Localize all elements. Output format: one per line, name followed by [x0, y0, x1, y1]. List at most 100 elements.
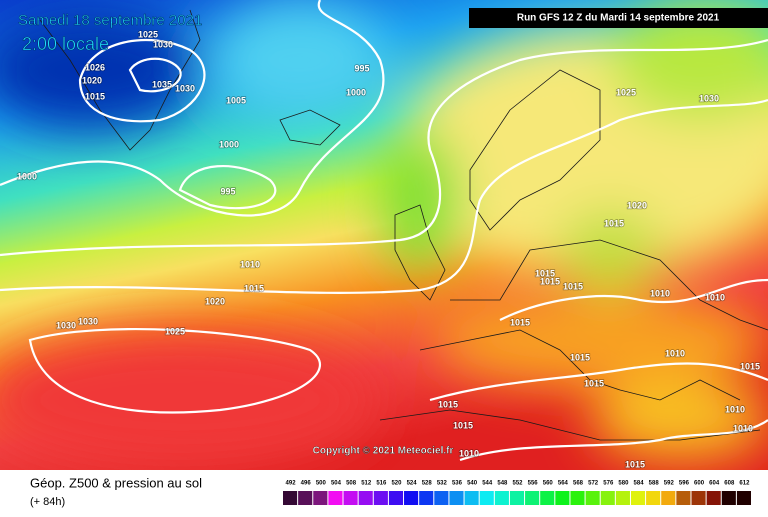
- scale-swatch: [404, 491, 419, 505]
- scale-label: 584: [634, 481, 645, 487]
- scale-swatch: [494, 491, 509, 505]
- scale-swatch: [373, 491, 388, 505]
- isobar-label: 1030: [153, 39, 173, 49]
- isobar-label: 1015: [540, 276, 560, 286]
- scale-swatch: [585, 491, 600, 505]
- scale-swatch: [540, 491, 555, 505]
- scale-label: 492: [286, 481, 297, 487]
- scale-swatch: [736, 491, 751, 505]
- isobar-label: 1020: [205, 296, 225, 306]
- footer-lead: (+ 84h): [30, 496, 65, 508]
- isobar-label: 1025: [138, 29, 158, 39]
- isobar-label: 1020: [82, 75, 102, 85]
- isobar-label: 1015: [740, 361, 760, 371]
- scale-swatch: [706, 491, 721, 505]
- isobar-label: 1010: [733, 423, 753, 433]
- scale-label: 528: [422, 481, 433, 487]
- scale-swatch: [615, 491, 630, 505]
- scale-swatch: [479, 491, 494, 505]
- scale-swatch: [419, 491, 434, 505]
- scale-label: 576: [603, 481, 614, 487]
- scale-swatch: [691, 491, 706, 505]
- scale-swatch: [328, 491, 343, 505]
- isobar-label: 995: [354, 63, 369, 73]
- copyright: Copyright © 2021 Meteociel.fr: [313, 446, 454, 457]
- scale-swatch: [555, 491, 570, 505]
- scale-label: 596: [679, 481, 690, 487]
- isobar-label: 1015: [625, 459, 645, 469]
- scale-label: 560: [543, 481, 554, 487]
- scale-label: 516: [376, 481, 387, 487]
- scale-label: 600: [694, 481, 705, 487]
- isobar-label: 1015: [563, 281, 583, 291]
- scale-swatch: [298, 491, 313, 505]
- scale-swatch: [283, 491, 298, 505]
- run-box: [469, 8, 768, 28]
- footer-title: Géop. Z500 & pression au sol: [30, 475, 202, 490]
- scale-label: 512: [361, 481, 372, 487]
- scale-label: 504: [331, 481, 342, 487]
- scale-label: 604: [709, 481, 720, 487]
- scale-label: 564: [558, 481, 569, 487]
- scale-label: 556: [528, 481, 539, 487]
- scale-swatch: [358, 491, 373, 505]
- scale-swatch: [449, 491, 464, 505]
- scale-label: 612: [739, 481, 750, 487]
- scale-swatch: [509, 491, 525, 505]
- time: 2:00 locale: [22, 34, 109, 54]
- scale-label: 552: [512, 481, 523, 487]
- isobar-label: 1030: [175, 83, 195, 93]
- scale-label: 540: [467, 481, 478, 487]
- isobar-label: 1000: [17, 171, 37, 181]
- scale-label: 568: [573, 481, 584, 487]
- scale-label: 580: [618, 481, 629, 487]
- isobar-label: 1030: [78, 316, 98, 326]
- isobar-label: 1005: [226, 95, 246, 105]
- scale-swatch: [434, 491, 449, 505]
- isobars: [0, 0, 768, 460]
- scale-swatch: [661, 491, 676, 505]
- isobar-label: 1025: [165, 326, 185, 336]
- scale-label: 524: [407, 481, 418, 487]
- isobar-label: 1010: [705, 292, 725, 302]
- coastlines: [39, 9, 768, 441]
- scale-label: 592: [664, 481, 675, 487]
- isobar-label: 1030: [699, 93, 719, 103]
- scale-swatch: [343, 491, 358, 505]
- isobar-label: 1035: [152, 79, 172, 89]
- scale-swatch: [570, 491, 585, 505]
- scale-swatch: [525, 491, 540, 505]
- isobar-label: 1015: [244, 283, 264, 293]
- scale-swatch: [646, 491, 661, 505]
- scale-label: 500: [316, 481, 327, 487]
- scale-label: 532: [437, 481, 448, 487]
- scale-label: 520: [391, 481, 402, 487]
- isobar-label: 1015: [510, 317, 530, 327]
- isobar-label: 1010: [725, 404, 745, 414]
- isobar-label: 1000: [219, 139, 239, 149]
- isobar-label: 1010: [240, 259, 260, 269]
- isobar-label: 1010: [650, 288, 670, 298]
- isobar-label: 1015: [85, 91, 105, 101]
- scale-label: 508: [346, 481, 357, 487]
- scale-label: 536: [452, 481, 463, 487]
- isobar-label: 1015: [604, 218, 624, 228]
- run: Run GFS 12 Z du Mardi 14 septembre 2021: [517, 13, 720, 24]
- isobar-label: 1026: [85, 62, 105, 72]
- isobar-label: 995: [220, 186, 235, 196]
- scale-swatch: [313, 491, 328, 505]
- isobar-label: 1030: [56, 320, 76, 330]
- isobar-label: 1015: [584, 378, 604, 388]
- isobar-label: 1015: [438, 399, 458, 409]
- date: Samedi 18 septembre 2021: [18, 12, 202, 29]
- isobar-label: 1020: [627, 200, 647, 210]
- scale-swatch: [630, 491, 646, 505]
- scale-label: 588: [649, 481, 660, 487]
- scale-swatch: [600, 491, 615, 505]
- field: [0, 0, 768, 470]
- isobar-label: 1000: [346, 87, 366, 97]
- isobar-label: 1010: [665, 348, 685, 358]
- scale-swatch: [721, 491, 736, 505]
